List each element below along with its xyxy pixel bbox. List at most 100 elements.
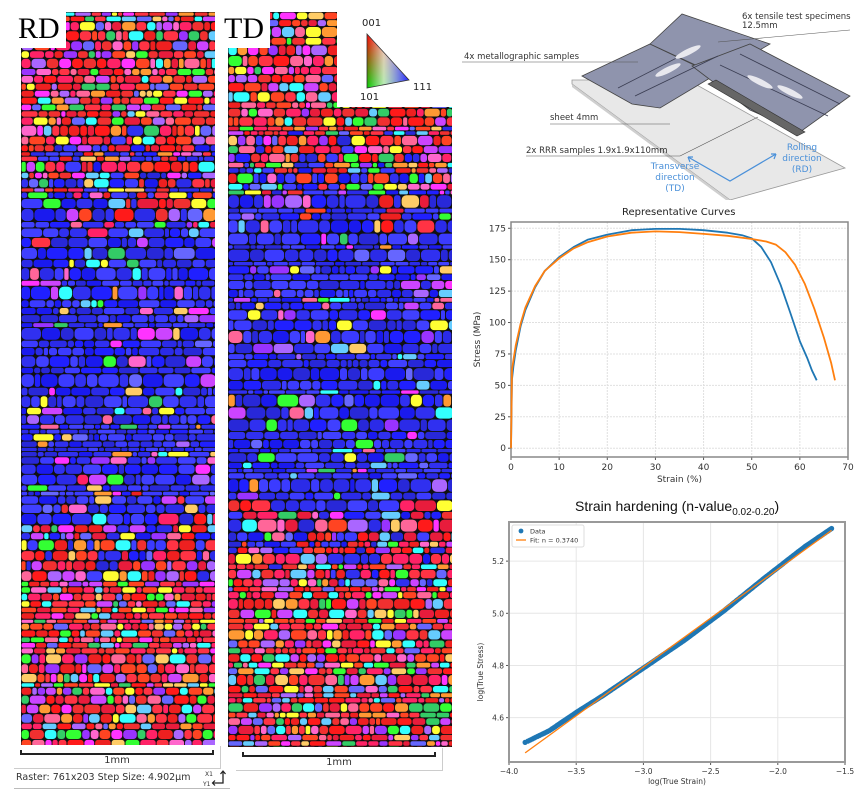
grain (338, 173, 350, 184)
x-tick-label: 60 (794, 463, 806, 473)
grain (174, 16, 180, 22)
grain (37, 607, 51, 613)
grain (46, 643, 58, 648)
grain (44, 714, 61, 723)
grain (21, 117, 33, 125)
grain (263, 195, 271, 208)
grain (420, 648, 434, 654)
grain (74, 340, 84, 348)
grain (110, 683, 118, 687)
grain (438, 262, 450, 266)
grain (60, 664, 75, 674)
grain (344, 592, 352, 599)
grain (189, 613, 204, 619)
grain (69, 308, 76, 315)
grain (184, 83, 198, 90)
grain (406, 693, 421, 698)
grain (278, 45, 286, 56)
grain (158, 452, 168, 457)
grain (55, 415, 65, 424)
grain (104, 156, 119, 161)
grain (186, 156, 198, 161)
y-tick-label: 25 (495, 413, 506, 423)
grain (409, 173, 418, 184)
grain (208, 674, 215, 683)
grain (104, 396, 122, 408)
grain (186, 637, 196, 643)
grain (258, 619, 264, 623)
grain (201, 356, 213, 367)
grain (233, 92, 250, 102)
grain (234, 262, 253, 266)
grain (171, 58, 178, 69)
grain (339, 390, 349, 394)
grain (228, 703, 243, 712)
grain (432, 173, 443, 184)
grain (211, 328, 215, 340)
grain (262, 66, 274, 75)
grain (143, 280, 152, 286)
grain (266, 712, 274, 718)
grain (244, 83, 261, 92)
grain (34, 145, 44, 152)
grain (282, 698, 290, 703)
grain (21, 172, 29, 179)
grain (257, 712, 266, 718)
grain (59, 424, 69, 429)
grain (137, 674, 150, 683)
grain (439, 131, 450, 135)
grain (228, 462, 242, 469)
grain (413, 289, 429, 298)
grain (80, 630, 85, 637)
grain (112, 41, 123, 51)
grain (47, 447, 54, 452)
grain (57, 496, 66, 504)
grain (84, 347, 94, 356)
grain (375, 547, 390, 554)
grain (302, 354, 316, 360)
grain (365, 135, 380, 146)
grain (169, 654, 186, 664)
grain (278, 310, 284, 320)
grain (185, 407, 205, 415)
grain (238, 146, 255, 153)
grain (31, 58, 46, 69)
grain (255, 162, 265, 168)
grain (282, 302, 290, 310)
grain (347, 213, 367, 220)
grain (85, 601, 96, 607)
grain (390, 532, 404, 541)
grain (244, 162, 249, 168)
grain (100, 643, 114, 648)
grain (301, 741, 309, 746)
grain (154, 619, 164, 623)
grain (202, 601, 211, 607)
grain (96, 601, 113, 607)
grain (428, 630, 441, 640)
td-scale-line (242, 752, 436, 757)
grain (141, 474, 155, 485)
grain (242, 662, 248, 668)
grain (394, 280, 401, 289)
grain (142, 491, 162, 496)
grain (365, 592, 372, 599)
grain (208, 12, 215, 16)
grain (429, 195, 436, 208)
grain (169, 704, 181, 714)
grain (446, 117, 452, 126)
grain (409, 623, 417, 630)
grain (428, 439, 433, 449)
grain (70, 356, 78, 367)
grain (195, 587, 203, 593)
grain (261, 394, 277, 407)
grain (296, 354, 302, 360)
grain (438, 289, 452, 298)
grain (326, 153, 338, 162)
grain (134, 90, 139, 97)
grain (129, 619, 141, 623)
grain (195, 145, 210, 152)
grain (348, 686, 365, 693)
grain (110, 83, 120, 90)
grain (93, 452, 112, 457)
grain (326, 102, 333, 108)
